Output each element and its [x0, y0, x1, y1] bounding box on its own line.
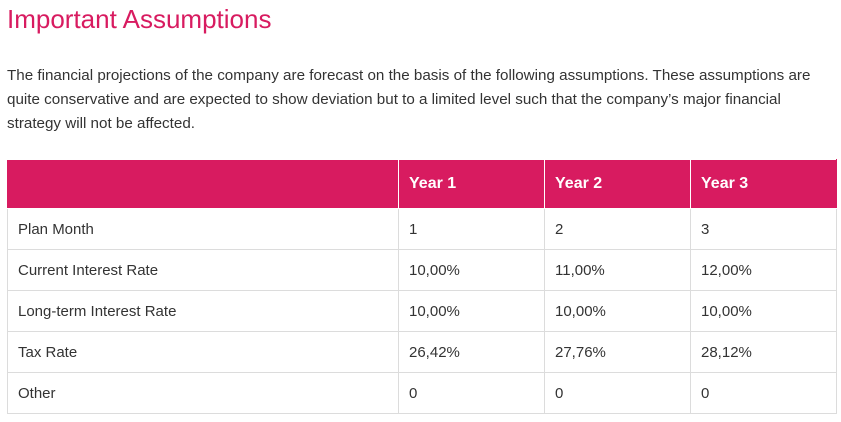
cell-year-3: 10,00% — [690, 290, 837, 332]
row-label: Tax Rate — [7, 331, 399, 373]
cell-year-2: 10,00% — [544, 290, 691, 332]
table-body: Plan Month 1 2 3 Current Interest Rate 1… — [7, 208, 837, 414]
header-cell-year-3: Year 3 — [690, 159, 837, 209]
table-row: Other 0 0 0 — [7, 372, 837, 414]
cell-year-1: 0 — [398, 372, 545, 414]
cell-year-3: 12,00% — [690, 249, 837, 291]
cell-year-1: 1 — [398, 208, 545, 250]
header-row: Year 1 Year 2 Year 3 — [7, 159, 837, 209]
cell-year-2: 11,00% — [544, 249, 691, 291]
intro-paragraph: The financial projections of the company… — [7, 67, 811, 132]
table-row: Current Interest Rate 10,00% 11,00% 12,0… — [7, 249, 837, 291]
table-row: Plan Month 1 2 3 — [7, 208, 837, 250]
page-title: Important Assumptions — [7, 4, 272, 34]
cell-year-3: 3 — [690, 208, 837, 250]
header-cell-label — [7, 159, 399, 209]
row-label: Long-term Interest Rate — [7, 290, 399, 332]
cell-year-1: 10,00% — [398, 249, 545, 291]
header-cell-year-1: Year 1 — [398, 159, 545, 209]
assumptions-table: Year 1 Year 2 Year 3 Plan Month 1 2 3 Cu… — [7, 159, 837, 414]
row-label: Current Interest Rate — [7, 249, 399, 291]
cell-year-1: 10,00% — [398, 290, 545, 332]
cell-year-1: 26,42% — [398, 331, 545, 373]
cell-year-3: 0 — [690, 372, 837, 414]
table-row: Long-term Interest Rate 10,00% 10,00% 10… — [7, 290, 837, 332]
cell-year-2: 0 — [544, 372, 691, 414]
row-label: Plan Month — [7, 208, 399, 250]
cell-year-2: 2 — [544, 208, 691, 250]
table-header: Year 1 Year 2 Year 3 — [7, 159, 837, 209]
cell-year-3: 28,12% — [690, 331, 837, 373]
row-label: Other — [7, 372, 399, 414]
cell-year-2: 27,76% — [544, 331, 691, 373]
table-row: Tax Rate 26,42% 27,76% 28,12% — [7, 331, 837, 373]
header-cell-year-2: Year 2 — [544, 159, 691, 209]
